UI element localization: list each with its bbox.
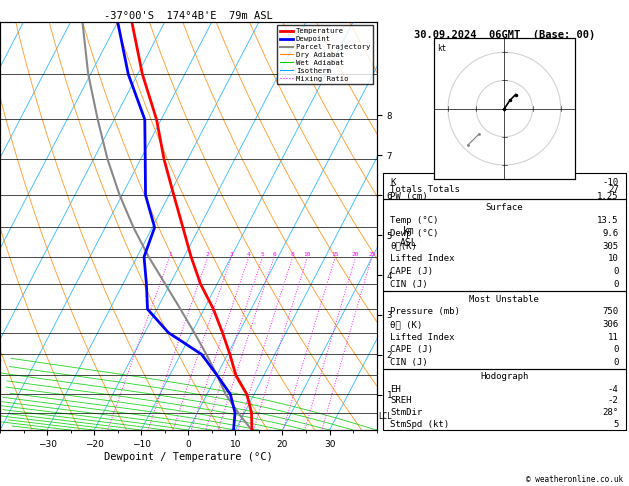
Text: Dewp (°C): Dewp (°C): [390, 228, 438, 238]
Title: -37°00'S  174°4B'E  79m ASL: -37°00'S 174°4B'E 79m ASL: [104, 11, 273, 21]
Text: SREH: SREH: [390, 396, 411, 405]
Y-axis label: km
ASL: km ASL: [399, 226, 417, 247]
Text: 0: 0: [613, 280, 618, 289]
Text: 1.25: 1.25: [597, 191, 618, 201]
Text: 3: 3: [230, 252, 233, 257]
Text: 5: 5: [613, 420, 618, 429]
Text: 5: 5: [260, 252, 264, 257]
Text: 6: 6: [272, 252, 276, 257]
Text: Most Unstable: Most Unstable: [469, 295, 539, 304]
Text: 0: 0: [613, 267, 618, 277]
Text: θᴄ(K): θᴄ(K): [390, 242, 417, 251]
Text: K: K: [390, 178, 396, 187]
Text: 28°: 28°: [603, 408, 618, 417]
Text: 4: 4: [247, 252, 250, 257]
Text: CAPE (J): CAPE (J): [390, 267, 433, 277]
Text: -4: -4: [608, 384, 618, 394]
Text: 8: 8: [291, 252, 294, 257]
Text: 11: 11: [608, 333, 618, 342]
Text: -10: -10: [603, 178, 618, 187]
Text: 27: 27: [608, 185, 618, 194]
Text: StmSpd (kt): StmSpd (kt): [390, 420, 449, 429]
Text: 0: 0: [613, 346, 618, 354]
Text: Lifted Index: Lifted Index: [390, 333, 455, 342]
Text: 0: 0: [613, 358, 618, 367]
Text: 10: 10: [608, 255, 618, 263]
Text: 15: 15: [331, 252, 339, 257]
Text: CIN (J): CIN (J): [390, 280, 428, 289]
Text: 30.09.2024  06GMT  (Base: 00): 30.09.2024 06GMT (Base: 00): [414, 30, 595, 40]
Text: -2: -2: [608, 396, 618, 405]
Text: CAPE (J): CAPE (J): [390, 346, 433, 354]
Text: 305: 305: [603, 242, 618, 251]
Text: 13.5: 13.5: [597, 216, 618, 225]
Text: 25: 25: [368, 252, 376, 257]
Text: LCL: LCL: [378, 412, 392, 421]
Text: 306: 306: [603, 320, 618, 329]
Text: PW (cm): PW (cm): [390, 191, 428, 201]
Text: 9.6: 9.6: [603, 228, 618, 238]
Text: Surface: Surface: [486, 203, 523, 212]
Text: EH: EH: [390, 384, 401, 394]
Text: 20: 20: [352, 252, 359, 257]
Text: Pressure (mb): Pressure (mb): [390, 308, 460, 316]
Text: Lifted Index: Lifted Index: [390, 255, 455, 263]
Text: CIN (J): CIN (J): [390, 358, 428, 367]
Text: Temp (°C): Temp (°C): [390, 216, 438, 225]
Text: 750: 750: [603, 308, 618, 316]
Text: © weatheronline.co.uk: © weatheronline.co.uk: [526, 474, 623, 484]
Text: 1: 1: [168, 252, 172, 257]
Legend: Temperature, Dewpoint, Parcel Trajectory, Dry Adiabat, Wet Adiabat, Isotherm, Mi: Temperature, Dewpoint, Parcel Trajectory…: [277, 25, 373, 85]
Text: StmDir: StmDir: [390, 408, 423, 417]
Text: Hodograph: Hodograph: [480, 372, 528, 381]
Text: 10: 10: [304, 252, 311, 257]
Text: Totals Totals: Totals Totals: [390, 185, 460, 194]
Text: 2: 2: [206, 252, 209, 257]
Text: θᴄ (K): θᴄ (K): [390, 320, 423, 329]
X-axis label: Dewpoint / Temperature (°C): Dewpoint / Temperature (°C): [104, 451, 273, 462]
